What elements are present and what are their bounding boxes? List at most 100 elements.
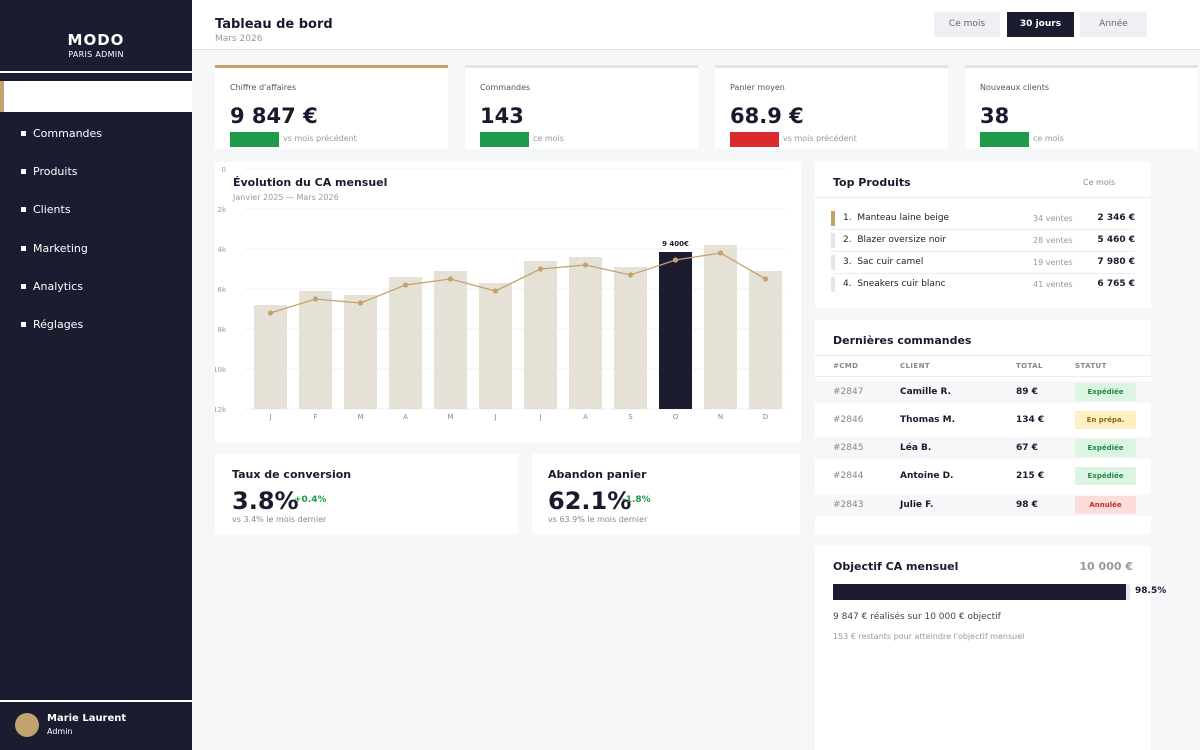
trend-badge (480, 132, 529, 147)
x-tick-label: J (538, 413, 541, 421)
period-annee-button[interactable]: Année (1080, 12, 1147, 37)
trend-point (762, 276, 769, 282)
user-name: Marie Laurent (47, 713, 127, 724)
user-profile[interactable]: Marie Laurent Admin (0, 701, 192, 750)
x-tick-label: N (718, 413, 723, 421)
metric-delta: +0.4% (294, 495, 327, 505)
brand-name: MODO (67, 31, 125, 49)
trend-point (267, 310, 274, 316)
order-total: 215 € (1016, 471, 1045, 481)
sidebar-item-clients[interactable]: Clients (21, 202, 71, 218)
table-row[interactable]: #2847 Camille R. 89 € Expédiée (815, 381, 1151, 403)
order-client: Julie F. (900, 500, 934, 510)
rank-marker (831, 211, 835, 226)
x-tick-label: S (628, 413, 633, 421)
period-ce-mois-button[interactable]: Ce mois (934, 12, 1000, 37)
sidebar-item-reglages[interactable]: Réglages (21, 317, 83, 333)
table-row[interactable]: #2845 Léa B. 67 € Expédiée (815, 437, 1151, 459)
list-item[interactable]: 1. Manteau laine beige 34 ventes 2 346 € (831, 210, 1135, 227)
table-row[interactable]: #2843 Julie F. 98 € Annulée (815, 494, 1151, 516)
product-sales: 34 ventes (1033, 214, 1073, 223)
list-item[interactable]: 3. Sac cuir camel 19 ventes 7 980 € (831, 254, 1135, 271)
bullet-icon (21, 168, 26, 174)
divider (831, 273, 1135, 274)
sidebar-item-active[interactable] (0, 81, 192, 112)
metric-title: Taux de conversion (232, 468, 352, 481)
goal-progress-bar (833, 584, 1130, 600)
order-id: #2843 (833, 500, 864, 510)
order-id: #2844 (833, 471, 864, 481)
goal-text: 9 847 € réalisés sur 10 000 € objectif (833, 612, 1001, 622)
bullet-icon (21, 321, 26, 327)
x-tick-label: A (403, 413, 408, 421)
metric-value: 62.1% (548, 487, 632, 515)
trend-point (312, 296, 319, 302)
bullet-icon (21, 283, 26, 289)
list-item[interactable]: 2. Blazer oversize noir 28 ventes 5 460 … (831, 232, 1135, 249)
cart-abandon-card: Abandon panier 62.1% -1.8% vs 63.9% le m… (532, 454, 800, 534)
y-tick-label: 12k (215, 406, 227, 414)
rank-marker (831, 277, 835, 292)
period-label: Ce mois (1083, 178, 1116, 187)
product-name: 2. Blazer oversize noir (843, 235, 947, 245)
sidebar-item-label: Analytics (33, 280, 83, 293)
divider (831, 251, 1135, 252)
kpi-value: 143 (480, 104, 524, 128)
bar (254, 305, 287, 409)
sidebar-item-produits[interactable]: Produits (21, 164, 78, 180)
column-header-client: CLIENT (900, 362, 931, 370)
bar (749, 271, 782, 409)
card-title: Top Produits (833, 176, 911, 189)
status-badge: En prépa. (1075, 411, 1136, 429)
table-row[interactable]: #2844 Antoine D. 215 € Expédiée (815, 465, 1151, 487)
order-client: Antoine D. (900, 471, 954, 481)
rank-marker (831, 233, 835, 248)
order-client: Camille R. (900, 387, 952, 397)
y-tick-label: 10k (215, 366, 227, 374)
kpi-label: Commandes (480, 83, 531, 92)
brand-logo[interactable]: MODO PARIS ADMIN (0, 0, 192, 70)
kpi-value: 68.9 € (730, 104, 804, 128)
divider (815, 197, 1151, 198)
x-tick-label: F (313, 413, 317, 421)
order-client: Léa B. (900, 443, 932, 453)
bar (659, 252, 692, 409)
product-total: 7 980 € (1097, 257, 1135, 267)
divider (815, 376, 1151, 377)
kpi-card-orders: Commandes 143 ce mois (465, 65, 698, 149)
kpi-card-new-clients: Nouveaux clients 38 ce mois (965, 65, 1198, 149)
product-total: 5 460 € (1097, 235, 1135, 245)
bar (479, 283, 512, 409)
trend-badge (980, 132, 1029, 147)
chart-subtitle: Janvier 2025 — Mars 2026 (232, 193, 339, 202)
trend-point (537, 266, 544, 272)
bar (434, 271, 467, 409)
brand-subtitle: PARIS ADMIN (68, 50, 124, 59)
kpi-label: Panier moyen (730, 83, 785, 92)
list-item[interactable]: 4. Sneakers cuir blanc 41 ventes 6 765 € (831, 276, 1135, 293)
top-products-card: Top Produits Ce mois 1. Manteau laine be… (815, 162, 1151, 308)
column-header-total: TOTAL (1016, 362, 1043, 370)
sidebar: MODO PARIS ADMIN Commandes Produits Clie… (0, 0, 192, 750)
bullet-icon (21, 245, 26, 251)
period-30-jours-button[interactable]: 30 jours (1007, 12, 1074, 37)
monthly-goal-card: Objectif CA mensuel 10 000 € 98.5% 9 847… (815, 546, 1166, 750)
table-row[interactable]: #2846 Thomas M. 134 € En prépa. (815, 409, 1151, 431)
sidebar-item-marketing[interactable]: Marketing (21, 241, 88, 257)
trend-point (492, 288, 499, 294)
sidebar-item-analytics[interactable]: Analytics (21, 279, 83, 295)
y-tick-label: 8k (217, 326, 226, 334)
column-header-id: #CMD (833, 362, 859, 370)
chart-title: Évolution du CA mensuel (233, 176, 387, 189)
order-id: #2845 (833, 443, 864, 453)
y-tick-label: 2k (217, 206, 226, 214)
product-name: 3. Sac cuir camel (843, 257, 924, 267)
goal-target: 10 000 € (1079, 560, 1133, 573)
card-title: Dernières commandes (833, 334, 972, 347)
order-total: 67 € (1016, 443, 1038, 453)
kpi-note: ce mois (1033, 134, 1064, 143)
sidebar-item-commandes[interactable]: Commandes (21, 126, 102, 142)
trend-point (357, 300, 364, 306)
kpi-value: 9 847 € (230, 104, 318, 128)
order-total: 98 € (1016, 500, 1038, 510)
